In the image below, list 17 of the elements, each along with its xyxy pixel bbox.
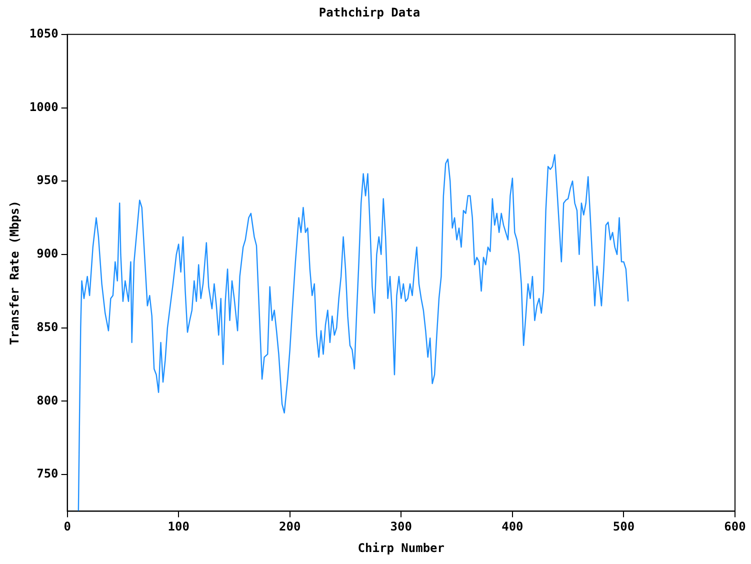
chart-title: Pathchirp Data	[318, 5, 420, 20]
y-tick-label: 750	[36, 466, 58, 481]
x-tick-label: 600	[724, 520, 746, 534]
y-tick-label: 900	[36, 246, 58, 261]
y-axis-title: Transfer Rate (Mbps)	[7, 200, 22, 346]
y-tick-label: 1000	[29, 100, 58, 114]
y-tick-label: 950	[36, 173, 58, 188]
x-tick-label: 400	[502, 520, 524, 534]
x-tick-label: 200	[279, 520, 301, 534]
x-axis-title: Chirp Number	[358, 540, 444, 555]
y-tick-label: 850	[36, 320, 58, 334]
y-tick-label: 800	[36, 393, 58, 408]
x-tick-label: 300	[390, 520, 412, 534]
y-tick-label: 1050	[29, 26, 58, 41]
x-tick-label: 500	[612, 520, 635, 534]
x-tick-label: 100	[168, 520, 190, 534]
x-tick-label: 0	[64, 520, 71, 534]
